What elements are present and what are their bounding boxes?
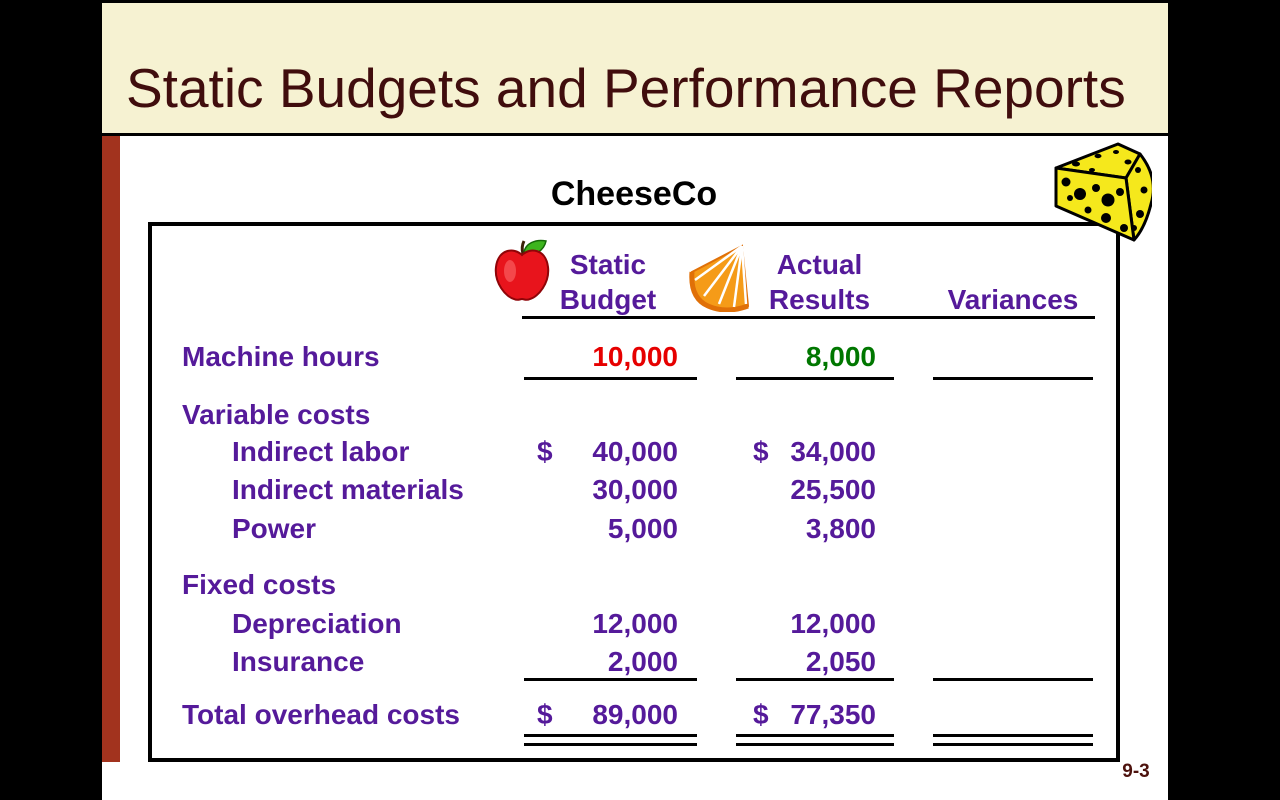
column-rule-actual (736, 678, 894, 681)
column-rule-variances (933, 377, 1093, 380)
double-rule-variances (933, 734, 1093, 746)
row-label: Depreciation (232, 608, 402, 639)
actual-results-value: 2,050 (805, 646, 876, 677)
section-label: Variable costs (182, 399, 371, 430)
slide-title: Static Budgets and Performance Reports (126, 57, 1126, 119)
actual-results-value: 34,000 (790, 436, 876, 467)
static-budget-value: 5,000 (607, 513, 678, 544)
header-rule (522, 316, 1095, 319)
column-header-variances: Variances (947, 284, 1079, 315)
actual-results-cell: $ 34,000 (753, 438, 876, 466)
static-budget-cell: 10,000 (537, 343, 678, 371)
row-label: Machine hours (182, 341, 380, 372)
actual-results-value: 3,800 (805, 513, 876, 544)
static-budget-value: 12,000 (592, 608, 678, 639)
static-budget-cell: 5,000 (537, 515, 678, 543)
double-rule-actual (736, 734, 894, 746)
static-budget-cell: $ 89,000 (537, 701, 678, 729)
static-budget-value: 30,000 (592, 474, 678, 505)
column-header-static-line1: Static (569, 249, 647, 280)
static-budget-value: 10,000 (592, 341, 678, 372)
actual-results-value: 25,500 (790, 474, 876, 505)
column-rule-actual (736, 377, 894, 380)
static-budget-cell: 12,000 (537, 610, 678, 638)
actual-results-value: 77,350 (790, 699, 876, 730)
double-rule-static (524, 734, 697, 746)
total-row-label: Total overhead costs (182, 699, 461, 730)
actual-results-cell: 12,000 (753, 610, 876, 638)
actual-results-cell: $ 77,350 (753, 701, 876, 729)
row-label: Power (232, 513, 317, 544)
cheese-wedge-icon (1054, 142, 1152, 242)
dollar-sign: $ (753, 699, 769, 730)
column-rule-static (524, 678, 697, 681)
static-budget-value: 40,000 (592, 436, 678, 467)
static-budget-value: 2,000 (607, 646, 678, 677)
row-label: Indirect materials (232, 474, 464, 505)
actual-results-cell: 25,500 (753, 476, 876, 504)
column-rule-variances (933, 678, 1093, 681)
dollar-sign: $ (753, 436, 769, 467)
section-label: Fixed costs (182, 569, 337, 600)
actual-results-cell: 3,800 (753, 515, 876, 543)
row-label: Insurance (232, 646, 365, 677)
actual-results-cell: 2,050 (753, 648, 876, 676)
static-budget-cell: 2,000 (537, 648, 678, 676)
dollar-sign: $ (537, 436, 553, 467)
actual-results-value: 12,000 (790, 608, 876, 639)
dollar-sign: $ (537, 699, 553, 730)
column-header-static-line2: Budget (559, 284, 657, 315)
column-header-actual-line1: Actual (776, 249, 863, 280)
orange-slice-icon (689, 244, 750, 312)
accent-bar (102, 136, 120, 762)
column-rule-static (524, 377, 697, 380)
title-band: Static Budgets and Performance Reports (102, 3, 1168, 136)
page-number: 9-3 (1122, 761, 1150, 782)
actual-results-value: 8,000 (805, 341, 876, 372)
static-budget-cell: 30,000 (537, 476, 678, 504)
column-header-actual-line2: Results (768, 284, 871, 315)
row-label: Indirect labor (232, 436, 410, 467)
company-title: CheeseCo (550, 175, 718, 213)
static-budget-value: 89,000 (592, 699, 678, 730)
actual-results-cell: 8,000 (753, 343, 876, 371)
static-budget-cell: $ 40,000 (537, 438, 678, 466)
budget-table (148, 222, 1120, 762)
apple-icon (494, 239, 550, 301)
